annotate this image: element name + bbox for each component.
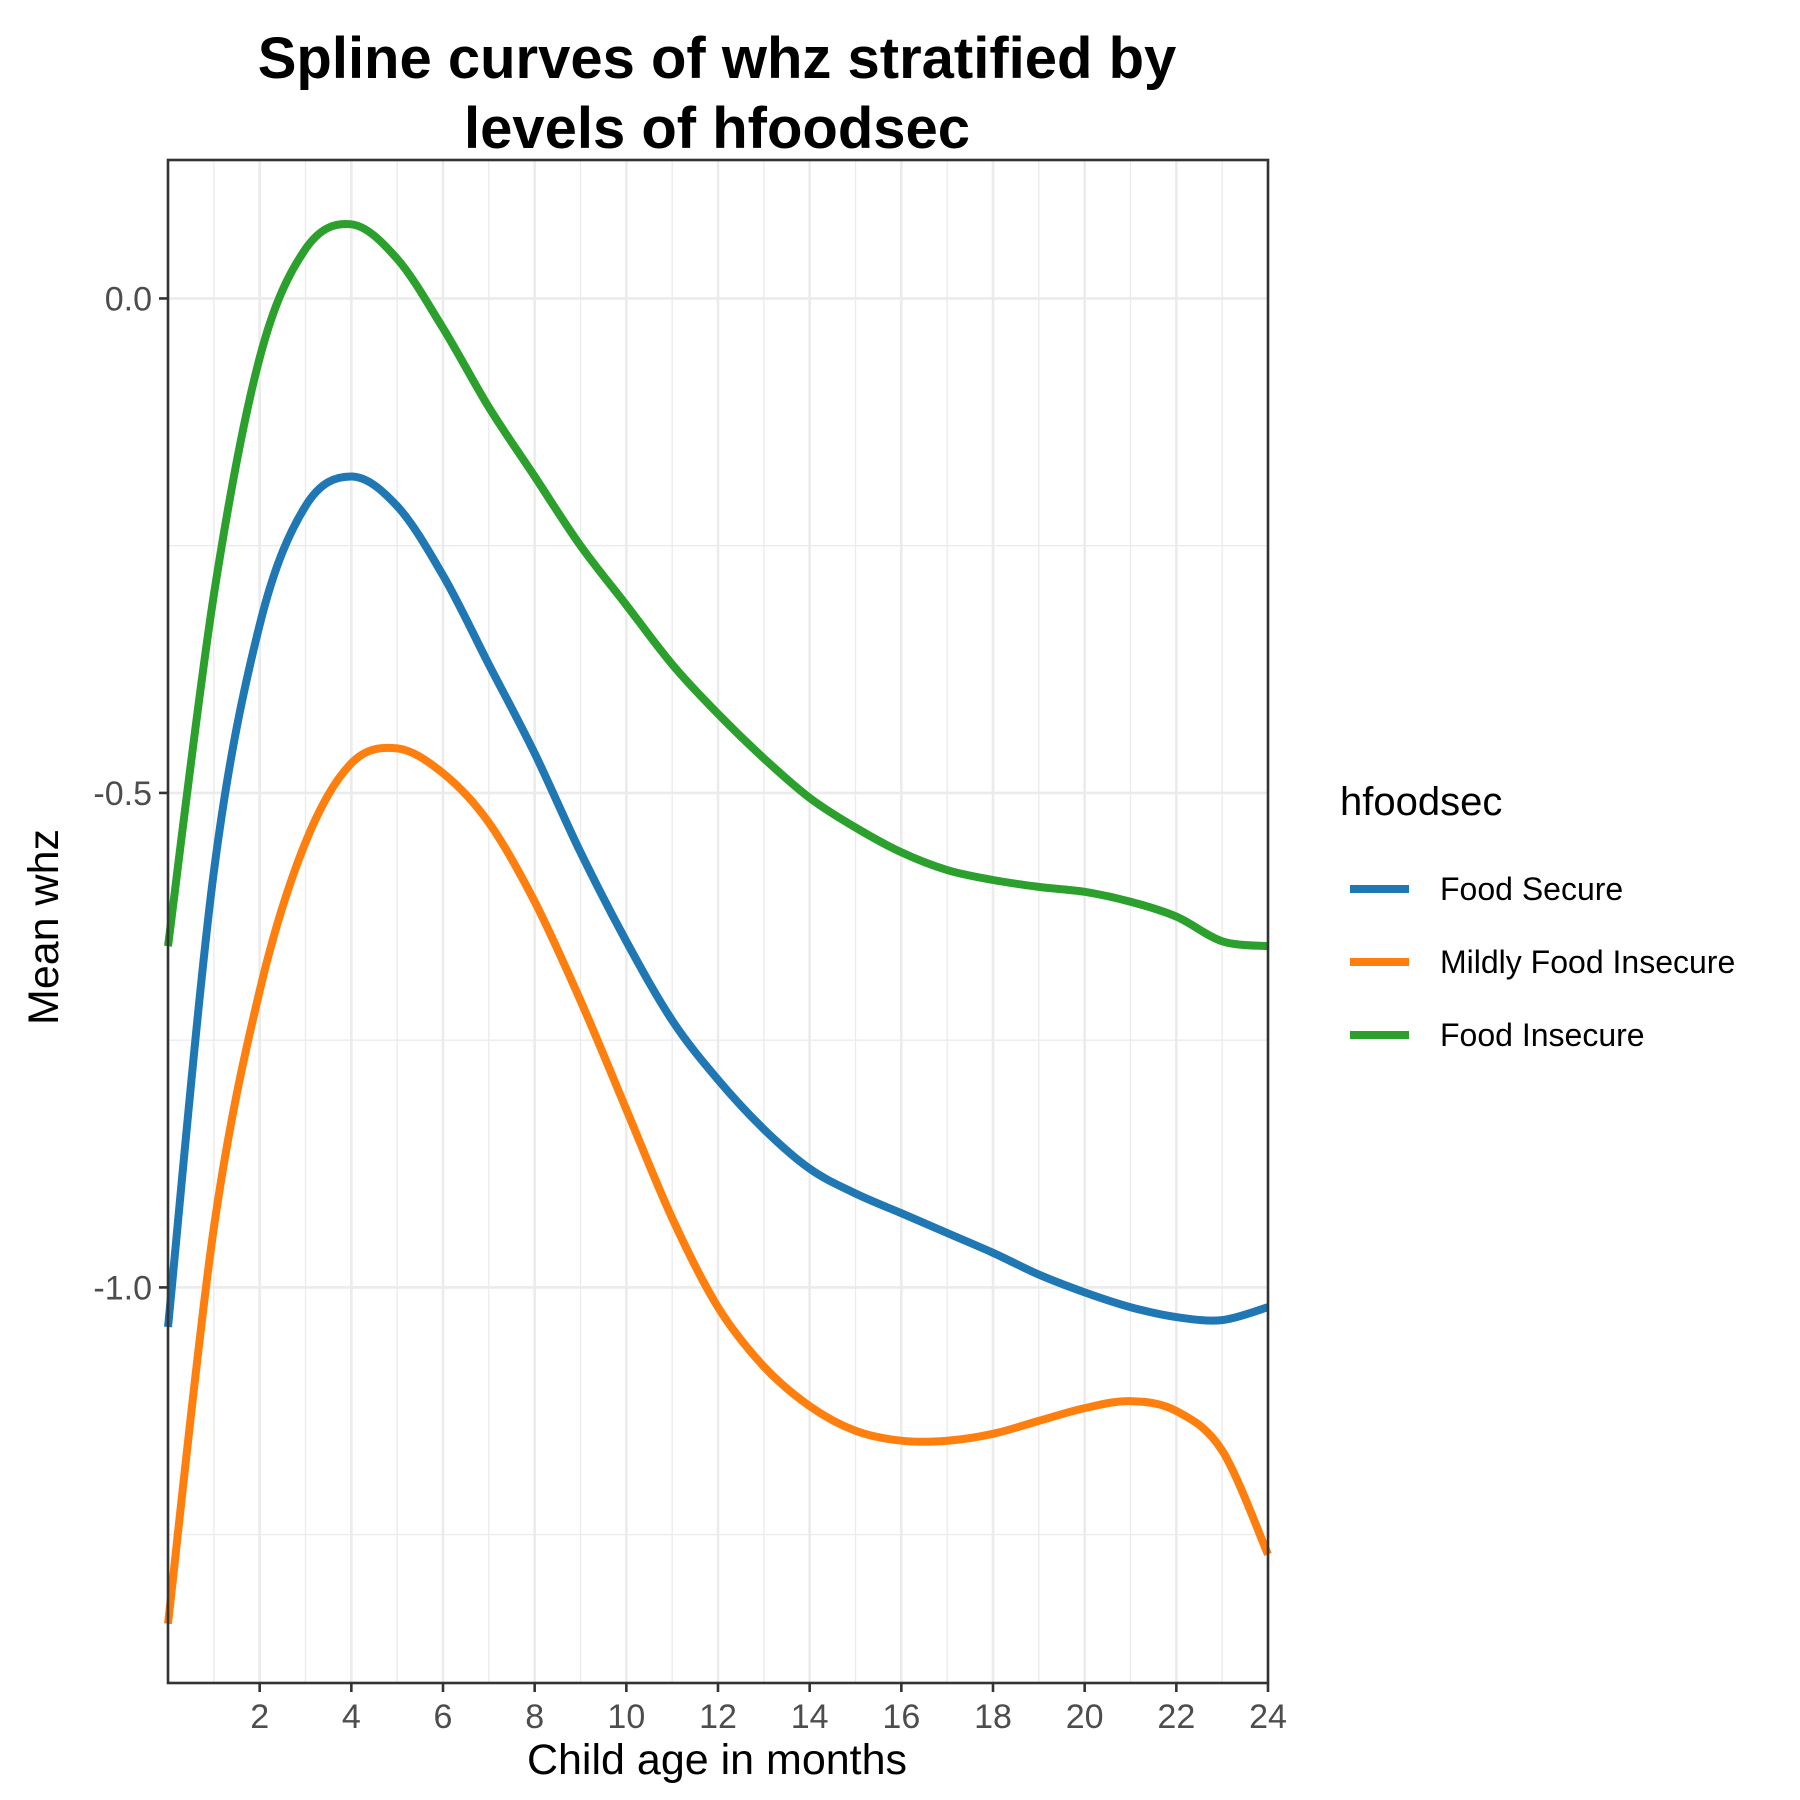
- x-tick-label: 16: [882, 1698, 920, 1736]
- x-tick-label: 14: [791, 1698, 829, 1736]
- chart-title-line-1: Spline curves of whz stratified by: [258, 26, 1177, 91]
- y-tick-label: -1.0: [93, 1269, 152, 1307]
- legend-label-1: Food Secure: [1440, 871, 1623, 907]
- x-tick-label: 20: [1066, 1698, 1104, 1736]
- series-line-3: [164, 219, 1269, 951]
- x-axis-title: Child age in months: [527, 1736, 907, 1784]
- series-lines: [164, 219, 1272, 1625]
- x-tick-label: 18: [974, 1698, 1012, 1736]
- x-tick-label: 2: [250, 1698, 269, 1736]
- y-tick-label: -0.5: [93, 775, 152, 813]
- axes: 2 4 6 8 10 12 14 16 18 20 22 240.0-0.5-1.0: [93, 280, 1287, 1736]
- x-tick-label: 8: [525, 1698, 544, 1736]
- x-tick-label: 12: [699, 1698, 737, 1736]
- x-tick-label: 22: [1157, 1698, 1195, 1736]
- legend-label-3: Food Insecure: [1440, 1017, 1645, 1053]
- series-line-2: [164, 743, 1272, 1625]
- y-axis-title: Mean whz: [20, 829, 68, 1025]
- legend-label-2: Mildly Food Insecure: [1440, 944, 1735, 980]
- legend-title: hfoodsec: [1340, 780, 1502, 824]
- y-tick-label: 0.0: [105, 280, 152, 318]
- series-line-1: [164, 472, 1270, 1328]
- x-tick-label: 6: [434, 1698, 453, 1736]
- chart-title-line-2: levels of hfoodsec: [464, 96, 970, 161]
- x-tick-label: 24: [1249, 1698, 1287, 1736]
- x-tick-label: 10: [607, 1698, 645, 1736]
- legend: hfoodsec Food Secure Mildly Food Insecure…: [1340, 780, 1735, 1053]
- grid: [168, 160, 1270, 1683]
- x-tick-label: 4: [342, 1698, 361, 1736]
